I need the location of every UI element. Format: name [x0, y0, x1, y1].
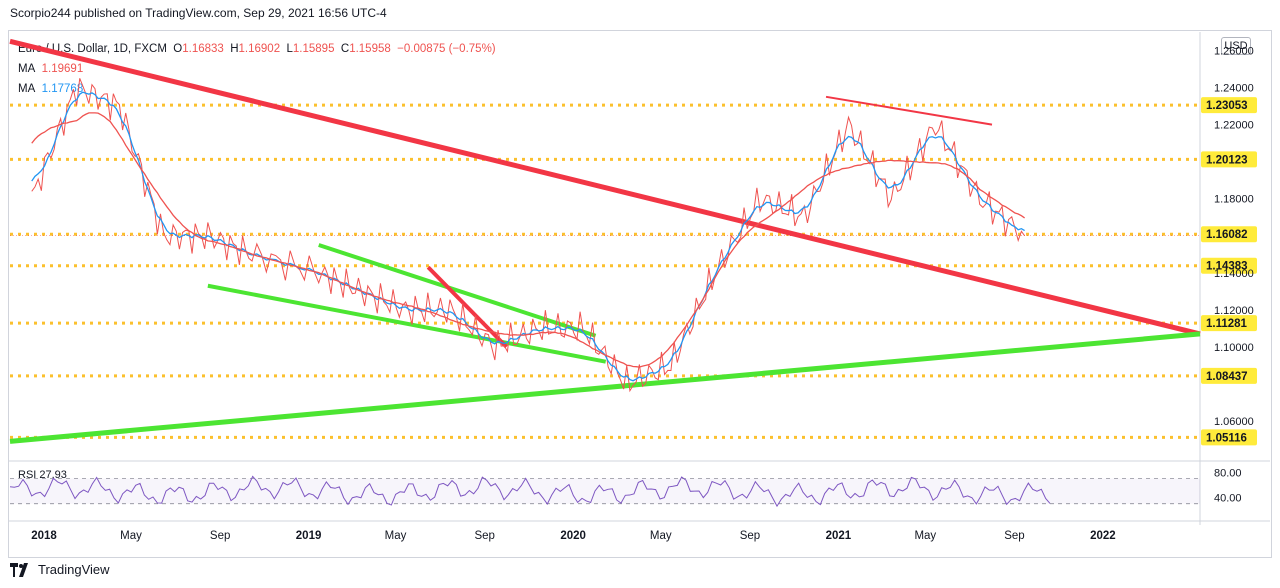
tradingview-logo-icon	[10, 562, 32, 577]
close-label: C	[340, 43, 350, 55]
open-label: O	[173, 43, 183, 55]
high-value: 1.16902	[238, 43, 281, 55]
high-label: H	[230, 43, 239, 55]
ma2-row[interactable]: MA 1.17768	[18, 79, 496, 99]
ma1-label: MA	[18, 63, 36, 75]
ma2-label: MA	[18, 83, 36, 95]
close-value: 1.15958	[349, 43, 391, 55]
footer: TradingView	[10, 562, 110, 577]
chart-legend: Euro / U.S. Dollar, 1D, FXCM O1.16833 H1…	[18, 39, 496, 99]
symbol-label[interactable]: Euro / U.S. Dollar, 1D, FXCM	[18, 43, 167, 55]
open-value: 1.16833	[182, 43, 224, 55]
ohlc-row: Euro / U.S. Dollar, 1D, FXCM O1.16833 H1…	[18, 39, 496, 59]
chart-frame	[8, 30, 1272, 558]
ma1-value: 1.19691	[41, 63, 84, 75]
currency-button[interactable]: USD	[1221, 37, 1251, 55]
low-value: 1.15895	[292, 43, 335, 55]
publish-line: Scorpio244 published on TradingView.com,…	[10, 6, 387, 20]
ma1-row[interactable]: MA 1.19691	[18, 59, 496, 79]
ma2-value: 1.17768	[41, 83, 84, 95]
footer-brand: TradingView	[38, 562, 110, 577]
change-value: −0.00875 (−0.75%)	[397, 43, 496, 55]
